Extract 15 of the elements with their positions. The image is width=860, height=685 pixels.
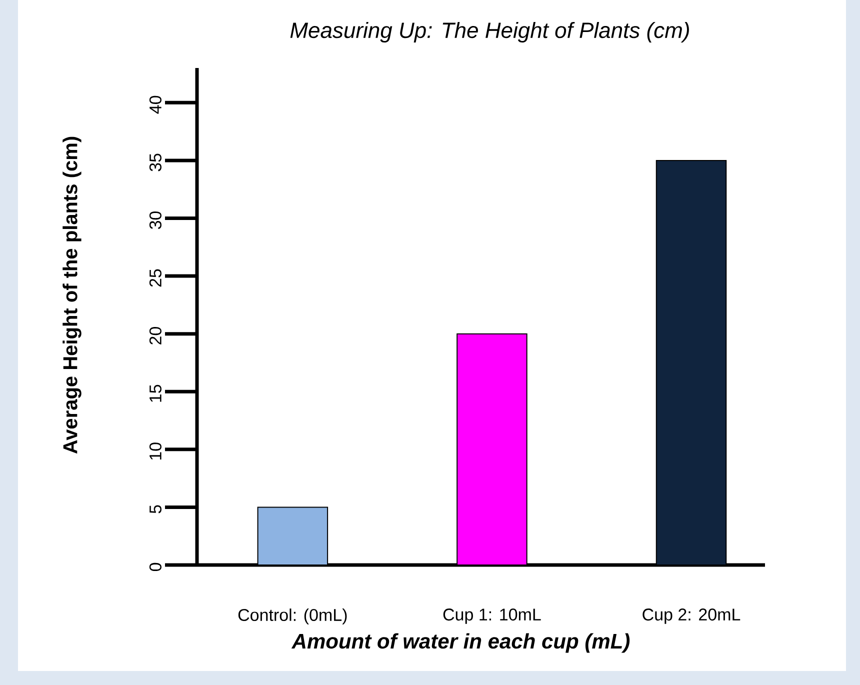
y-tick-label: 15 [150, 384, 162, 402]
y-tick-label: 30 [149, 211, 162, 230]
y-tick-label: 0 [149, 562, 162, 572]
x-tick-label: Cup 1: 10mL [443, 608, 541, 624]
y-tick-label: 25 [149, 269, 162, 287]
y-axis-title: Average Height of the plants (cm) [62, 136, 82, 454]
chart-title: Measuring Up: The Height of Plants (cm) [290, 22, 689, 42]
y-tick-label: 40 [149, 96, 162, 114]
y-tick-label: 35 [149, 154, 162, 172]
y-tick-label: 5 [150, 505, 162, 514]
x-axis-title: Amount of water in each cup (mL) [291, 633, 630, 653]
y-tick-label: 10 [149, 442, 162, 460]
x-tick-label: Cup 2: 20mL [642, 608, 740, 624]
x-tick-label: Control: (0mL) [238, 608, 347, 624]
y-tick-label: 20 [149, 327, 162, 344]
